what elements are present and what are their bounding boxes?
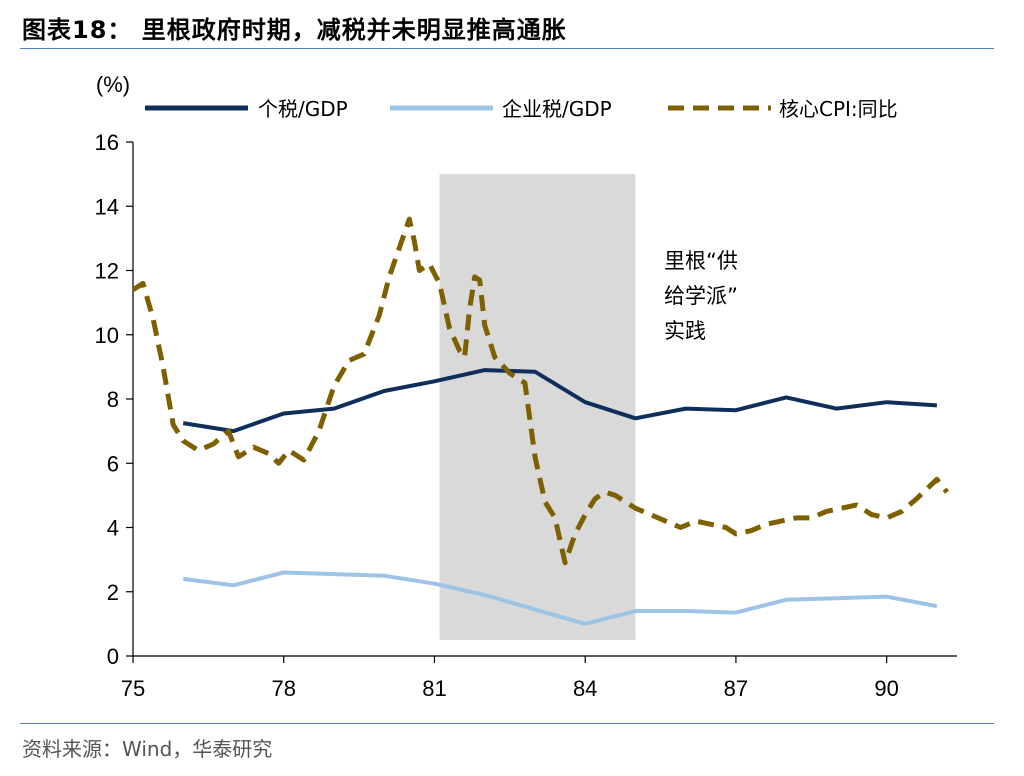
shade-annotation-line: 里根“供 (664, 249, 738, 273)
x-tick-label: 75 (121, 676, 145, 701)
y-tick-label: 14 (95, 194, 119, 219)
y-tick-label: 12 (95, 259, 119, 284)
y-tick-label: 0 (107, 644, 119, 669)
x-tick-label: 78 (271, 676, 295, 701)
x-tick-label: 87 (724, 676, 748, 701)
axes-layer: 0 2 4 6 8 10 12 14 16 75 78 81 84 87 90 (%) (95, 72, 957, 701)
y-tick-label: 16 (95, 130, 119, 155)
legend-label-core-cpi-yoy: 核心CPI:同比 (779, 97, 898, 121)
y-unit-label: (%) (96, 72, 130, 97)
x-tick-label: 81 (422, 676, 446, 701)
y-tick-label: 4 (107, 516, 119, 541)
y-tick-label: 10 (95, 323, 119, 348)
legend-label-corporate-tax-gdp: 企业税/GDP (502, 97, 612, 121)
corporate-tax-gdp-line (182, 570, 938, 626)
y-tick-label: 2 (107, 580, 119, 605)
x-tick-label: 90 (874, 676, 898, 701)
figure-title: 图表18： 里根政府时期，减税并未明显推高通胀 (22, 16, 567, 44)
personal-tax-gdp-line (182, 368, 938, 434)
y-tick-label: 6 (107, 451, 119, 476)
y-tick-label: 8 (107, 387, 119, 412)
title-divider (20, 48, 994, 49)
shade-annotation-line: 实践 (664, 319, 706, 343)
legend-label-personal-tax-gdp: 个税/GDP (258, 97, 348, 121)
series-layer (131, 216, 949, 626)
legend: 个税/GDP 企业税/GDP 核心CPI:同比 (145, 97, 898, 121)
x-tick-label: 84 (573, 676, 597, 701)
shade-annotation-line: 给学派” (664, 284, 738, 308)
source-note: 资料来源：Wind，华泰研究 (22, 737, 273, 761)
source-divider (20, 723, 994, 724)
